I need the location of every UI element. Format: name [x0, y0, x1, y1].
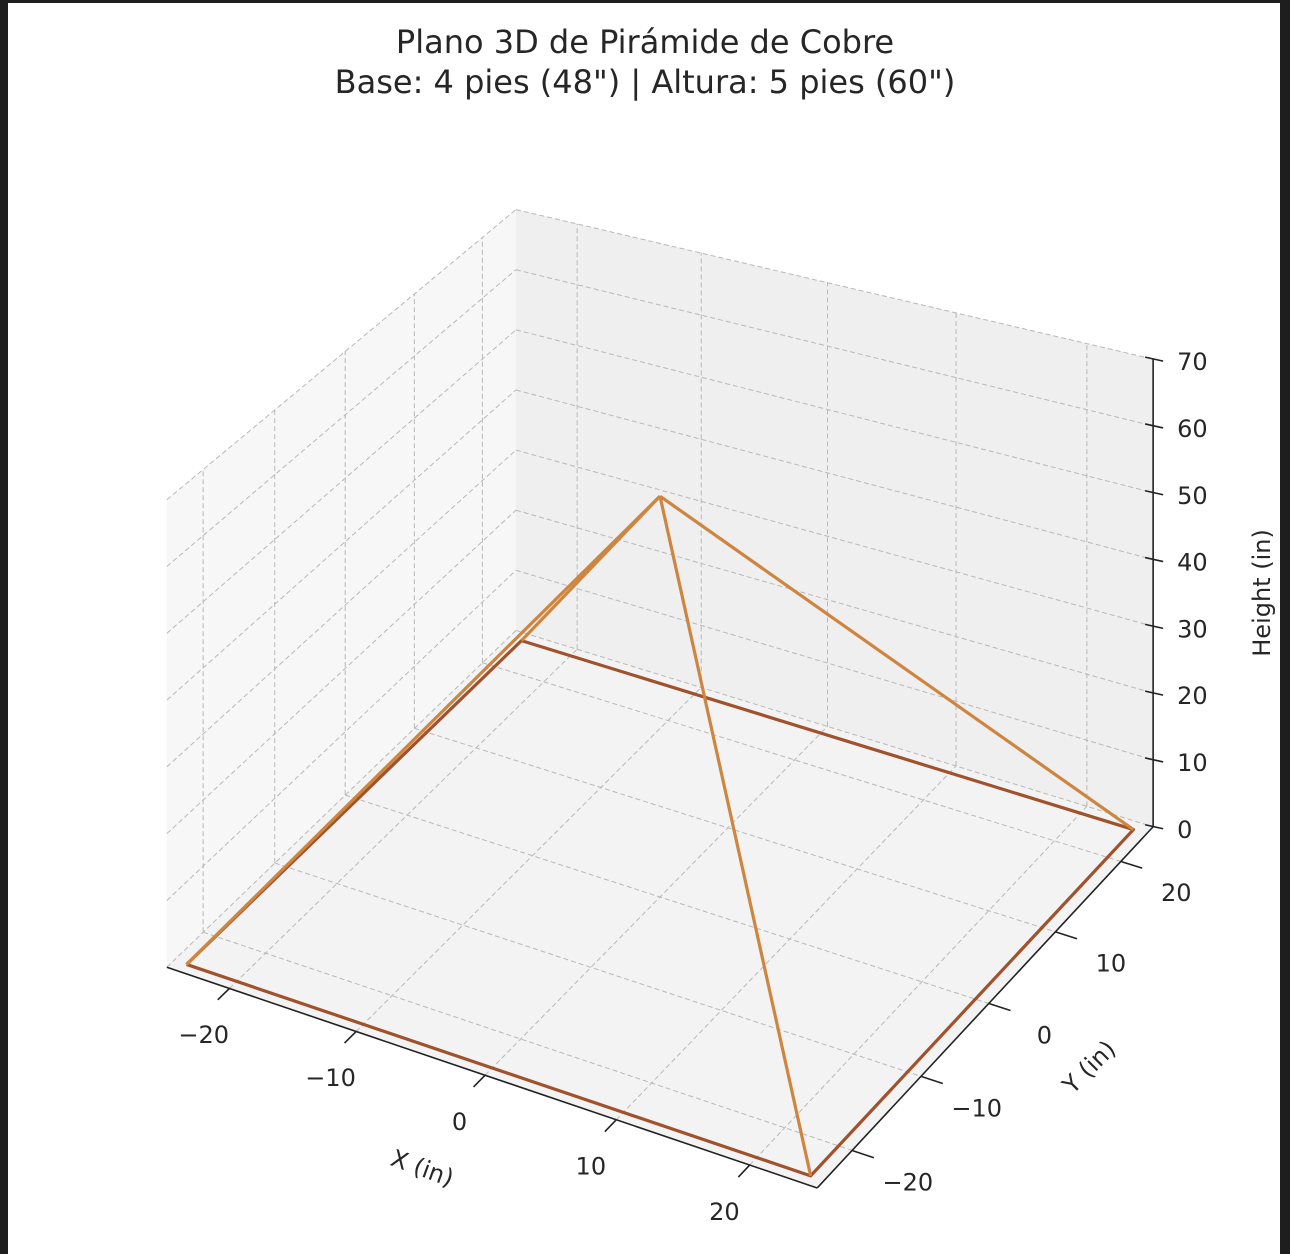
y-tick-label: −10 — [951, 1095, 1002, 1123]
x-tick-label: −10 — [305, 1064, 356, 1092]
y-tick — [920, 1075, 943, 1085]
pyramid-edge — [185, 495, 662, 966]
z-gridline — [515, 209, 1154, 360]
z-tick-label: 70 — [1177, 348, 1208, 376]
pyramid-edge — [659, 494, 1135, 831]
z-tick — [1144, 690, 1164, 696]
z-gridline — [166, 569, 517, 901]
x-gridline — [229, 648, 578, 989]
y-gridline — [274, 862, 922, 1077]
x-axis-label: X (in) — [387, 1144, 457, 1192]
y-tick-label: 20 — [1161, 879, 1192, 907]
z-tick-label: 50 — [1177, 482, 1208, 510]
x-tick — [604, 1119, 617, 1133]
z-gridline — [166, 329, 517, 634]
pyramid-edge — [520, 495, 662, 642]
x-gridline — [355, 687, 702, 1032]
z-axis-label: Height (in) — [1248, 529, 1276, 657]
y-tick-label: −20 — [883, 1169, 934, 1197]
x-axis-line — [166, 966, 818, 1189]
x-gridline — [749, 805, 1088, 1166]
z-gridline — [515, 509, 1154, 694]
floor-pane — [166, 630, 1154, 1188]
z-tick — [1144, 757, 1164, 763]
x-tick-label: 10 — [576, 1153, 607, 1181]
x-gridline — [484, 725, 828, 1076]
x-tick — [217, 987, 230, 1001]
x-gridline — [615, 765, 957, 1121]
z-gridline — [515, 449, 1154, 627]
left-wall-pane — [166, 209, 516, 968]
y-tick — [988, 1002, 1011, 1012]
pyramid-3d-plot: Plano 3D de Pirámide de Cobre Base: 4 pi… — [166, 23, 1276, 1226]
y-tick-label: 10 — [1096, 950, 1127, 978]
z-tick — [1144, 423, 1164, 429]
z-gridline — [166, 630, 517, 968]
y-tick — [1120, 860, 1143, 869]
x-tick — [343, 1030, 357, 1044]
figure: Plano 3D de Pirámide de Cobre Base: 4 pi… — [8, 3, 1280, 1254]
x-tick-label: 20 — [709, 1198, 740, 1226]
y-axis-label: Y (in) — [1056, 1035, 1121, 1100]
z-gridline — [515, 629, 1154, 828]
z-tick-label: 60 — [1177, 415, 1208, 443]
z-tick — [1144, 823, 1164, 830]
z-tick — [1144, 489, 1164, 496]
x-tick — [737, 1164, 751, 1178]
z-tick-label: 10 — [1177, 749, 1208, 777]
z-gridline — [166, 509, 517, 835]
z-gridline — [515, 569, 1154, 761]
pyramid-edge — [658, 495, 813, 1177]
z-tick — [1144, 356, 1164, 362]
y-gridline — [202, 931, 853, 1151]
y-tick — [1055, 931, 1078, 940]
z-tick-label: 30 — [1177, 615, 1208, 643]
z-gridline — [166, 269, 517, 567]
z-gridline — [166, 209, 517, 501]
z-tick-label: 0 — [1177, 816, 1192, 844]
x-tick — [472, 1074, 486, 1088]
z-tick — [1144, 623, 1164, 630]
z-tick-label: 20 — [1177, 682, 1208, 710]
y-tick — [851, 1149, 875, 1159]
back-wall-pane — [515, 209, 1154, 827]
z-tick — [1144, 556, 1164, 563]
chart-subtitle: Base: 4 pies (48") | Altura: 5 pies (60"… — [335, 63, 956, 101]
z-tick-label: 40 — [1177, 549, 1208, 577]
y-axis-line — [816, 826, 1154, 1189]
z-gridline — [515, 269, 1154, 427]
x-tick-label: 0 — [452, 1108, 467, 1136]
z-gridline — [515, 389, 1154, 561]
z-gridline — [166, 449, 517, 768]
z-gridline — [515, 329, 1154, 494]
x-tick-label: −20 — [178, 1021, 229, 1049]
y-tick-label: 0 — [1037, 1022, 1052, 1050]
z-gridline — [166, 389, 517, 701]
chart-title: Plano 3D de Pirámide de Cobre — [396, 23, 894, 61]
y-gridline — [345, 794, 990, 1005]
